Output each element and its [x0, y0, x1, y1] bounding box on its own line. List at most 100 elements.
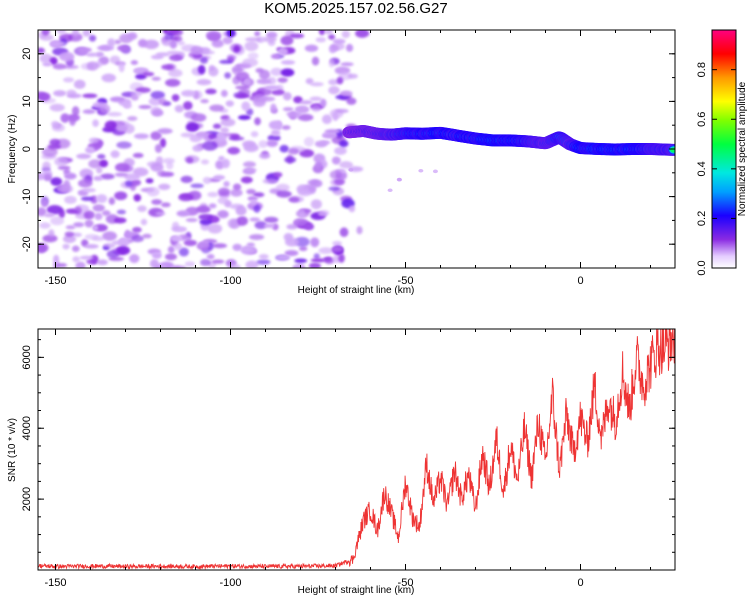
noise-blob: [202, 140, 218, 151]
noise-blob: [227, 146, 241, 155]
noise-blob: [133, 133, 149, 140]
noise-blob: [348, 205, 356, 213]
noise-blob: [355, 30, 370, 38]
snr-y-axis-label: SNR (10 * v/v): [7, 418, 18, 482]
noise-blob: [315, 37, 326, 43]
noise-blob: [54, 156, 69, 167]
noise-blob: [171, 221, 180, 230]
noise-blob: [174, 104, 184, 113]
noise-blob: [177, 40, 186, 46]
noise-blob: [109, 96, 125, 103]
snr-x-axis-label: Height of straight line (km): [298, 585, 415, 596]
colorbar-ticks: 0.0 0.2 0.4 0.6 0.8: [696, 62, 736, 276]
noise-blob: [127, 32, 138, 40]
noise-blob: [159, 97, 167, 106]
noise-blob: [318, 247, 334, 255]
noise-blob: [267, 134, 281, 142]
noise-blob: [202, 176, 212, 185]
noise-blob: [199, 50, 215, 55]
noise-blob: [243, 143, 259, 153]
noise-blob: [185, 217, 198, 223]
noise-blob: [117, 45, 129, 52]
noise-blob: [101, 73, 116, 83]
noise-blob: [305, 78, 314, 85]
noise-blob: [275, 183, 290, 192]
noise-blob: [267, 77, 277, 85]
noise-blob: [289, 33, 305, 39]
noise-blob: [258, 140, 268, 148]
noise-blob: [199, 218, 213, 226]
noise-blob: [84, 244, 99, 249]
noise-blob: [286, 111, 302, 117]
noise-blob: [50, 177, 63, 186]
noise-blob: [418, 168, 424, 173]
noise-blob: [164, 253, 178, 261]
noise-blob: [41, 30, 50, 36]
noise-blob: [92, 204, 105, 212]
noise-blob: [341, 30, 351, 39]
noise-blob: [71, 232, 83, 237]
noise-blob: [71, 106, 80, 116]
noise-blob: [215, 132, 226, 143]
noise-blob: [207, 223, 223, 234]
noise-blob: [311, 104, 321, 113]
noise-blob: [99, 159, 109, 168]
noise-blob: [236, 216, 249, 226]
noise-blob: [84, 233, 99, 240]
noise-blob: [137, 205, 147, 213]
page-title: KOM5.2025.157.02.56.G27: [264, 0, 448, 17]
noise-blob: [239, 247, 253, 252]
snr-panel: -150 -100 -50 0 2000 4000 6000 Height of stra…: [7, 328, 676, 596]
noise-blob: [294, 258, 308, 264]
noise-blob: [273, 171, 283, 178]
noise-blob: [133, 193, 142, 202]
noise-blob: [41, 147, 58, 157]
noise-blob: [132, 226, 142, 233]
noise-blob: [166, 50, 180, 55]
noise-blob: [335, 108, 349, 114]
noise-blob: [50, 216, 65, 226]
noise-blob: [259, 152, 271, 160]
noise-blob: [73, 79, 86, 90]
noise-blob: [232, 243, 242, 251]
noise-blob: [85, 52, 98, 57]
noise-blob: [62, 234, 77, 244]
noise-blob: [245, 37, 262, 42]
noise-blob: [247, 52, 259, 60]
noise-blob: [200, 258, 211, 267]
noise-blob: [132, 152, 144, 159]
noise-blob: [221, 158, 230, 169]
noise-blob: [200, 57, 208, 64]
noise-blob: [328, 79, 339, 86]
spectrogram-x-tick-label: 0: [577, 275, 583, 287]
noise-blob: [345, 43, 354, 52]
noise-blob: [42, 234, 58, 243]
noise-blob: [103, 242, 116, 249]
noise-blob: [66, 209, 79, 214]
noise-blob: [244, 41, 259, 52]
noise-blob: [190, 113, 207, 122]
noise-blob: [227, 218, 239, 229]
noise-blob: [333, 178, 346, 186]
noise-blob: [233, 45, 241, 53]
noise-blob: [217, 197, 229, 205]
spectrogram-x-ticks: -150 -100 -50 0: [44, 30, 651, 287]
noise-blob: [125, 180, 133, 187]
noise-blob: [107, 38, 116, 48]
noise-blob: [178, 193, 194, 202]
noise-blob: [318, 30, 326, 36]
noise-blob: [308, 262, 321, 268]
noise-blob: [135, 87, 151, 93]
noise-blob: [346, 97, 357, 105]
noise-blob: [150, 131, 162, 141]
noise-blob: [77, 47, 92, 53]
noise-blob: [115, 245, 131, 255]
noise-blob: [217, 187, 231, 197]
noise-blob: [66, 89, 77, 97]
noise-blob: [294, 236, 310, 247]
noise-blob: [254, 221, 267, 230]
noise-blob: [131, 235, 144, 243]
noise-blob: [192, 144, 203, 152]
noise-blob: [328, 86, 340, 95]
noise-blob: [161, 64, 174, 71]
